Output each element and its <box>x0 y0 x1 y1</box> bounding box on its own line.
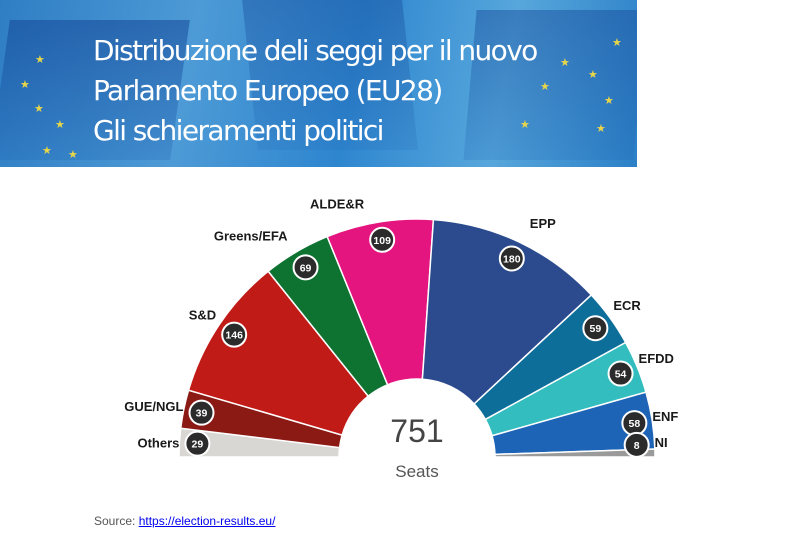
segment-s-d[interactable] <box>187 270 370 437</box>
star-icon: ★ <box>55 119 65 131</box>
badges-group: 29 39 146 69 109 180 59 54 58 8 <box>184 226 650 458</box>
star-icon: ★ <box>540 81 550 93</box>
badge-ni <box>623 431 650 458</box>
page-title: Distribuzione deli seggi per il nuovo Pa… <box>93 31 538 151</box>
seat-count-ecr: 59 <box>590 323 602 335</box>
labels-group: Others GUE/NGL S&D Greens/EFA ALDE&R EPP ECR EF… <box>124 196 678 450</box>
segment-ni[interactable] <box>494 448 656 458</box>
star-icon: ★ <box>34 103 44 115</box>
seat-count-alde-r: 109 <box>373 235 391 247</box>
party-label-enf: ENF <box>652 409 678 424</box>
title-line: Distribuzione deli seggi per il nuovo <box>93 34 538 67</box>
seat-count-ni: 8 <box>634 440 640 452</box>
party-label-ni: NI <box>655 435 668 450</box>
badge-greens-efa <box>292 254 319 281</box>
badge-s-d <box>221 321 248 348</box>
star-icon: ★ <box>560 57 570 69</box>
star-icon: ★ <box>612 37 622 49</box>
seat-count-gue-ngl: 39 <box>196 408 208 420</box>
badge-alde-r <box>369 226 396 253</box>
title-line: Gli schieramenti politici <box>93 114 384 147</box>
badge-epp <box>498 245 525 272</box>
seat-count-others: 29 <box>192 439 204 451</box>
badge-ecr <box>582 315 609 342</box>
party-label-greens-efa: Greens/EFA <box>214 229 288 244</box>
party-label-alde-r: ALDE&R <box>310 196 365 211</box>
seat-count-efdd: 54 <box>615 369 627 381</box>
star-icon: ★ <box>520 119 530 131</box>
star-icon: ★ <box>588 69 598 81</box>
total-seats-label: Seats <box>395 462 438 481</box>
badge-others <box>184 430 211 457</box>
source-link[interactable]: https://election-results.eu/ <box>138 514 276 528</box>
party-label-s-d: S&D <box>189 307 216 322</box>
total-seats-value: 751 <box>390 413 443 449</box>
badge-efdd <box>607 360 634 387</box>
badge-gue-ngl <box>188 399 215 426</box>
party-label-ecr: ECR <box>613 298 641 313</box>
star-icon: ★ <box>604 95 614 107</box>
star-icon: ★ <box>596 123 606 135</box>
party-label-epp: EPP <box>530 216 556 231</box>
source-label: Source: <box>94 514 139 528</box>
star-icon: ★ <box>68 149 78 161</box>
title-banner: ★ ★ ★ ★ ★ ★ ★ ★ ★ ★ ★ ★ ★ Distribuzione … <box>0 0 637 167</box>
star-icon: ★ <box>42 145 52 157</box>
source-note: Source: https://election-results.eu/ <box>94 513 275 529</box>
party-label-efdd: EFDD <box>639 351 674 366</box>
party-label-others: Others <box>137 435 179 450</box>
star-icon: ★ <box>20 79 30 91</box>
seat-count-enf: 58 <box>629 418 641 430</box>
segment-epp[interactable] <box>421 218 593 405</box>
seat-count-s-d: 146 <box>225 330 243 342</box>
title-line: Parlamento Europeo (EU28) <box>93 74 443 107</box>
seat-count-greens-efa: 69 <box>300 262 312 274</box>
party-label-gue-ngl: GUE/NGL <box>124 399 183 414</box>
seat-count-epp: 180 <box>503 253 521 265</box>
star-icon: ★ <box>35 54 45 66</box>
